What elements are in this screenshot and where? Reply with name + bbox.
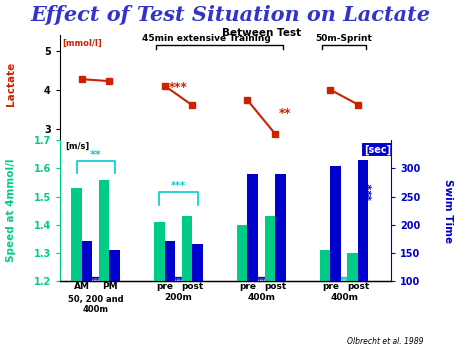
Text: 400m: 400m xyxy=(330,293,357,303)
Text: 400m: 400m xyxy=(247,293,274,303)
Bar xyxy=(274,216,285,281)
Text: 50, 200 and
400m: 50, 200 and 400m xyxy=(68,295,123,314)
Bar xyxy=(154,222,164,281)
Bar xyxy=(264,216,274,281)
Text: pre: pre xyxy=(321,282,338,291)
Text: ***: *** xyxy=(367,182,377,200)
Bar xyxy=(274,174,285,281)
Text: 200m: 200m xyxy=(164,293,192,303)
Text: post: post xyxy=(181,282,203,291)
Text: **: ** xyxy=(279,107,291,120)
Text: Between Test: Between Test xyxy=(221,28,300,38)
Text: Olbrecht et al. 1989: Olbrecht et al. 1989 xyxy=(346,337,422,346)
Bar xyxy=(319,250,330,281)
Text: Swim Time: Swim Time xyxy=(442,179,453,243)
Text: **: ** xyxy=(91,277,100,286)
Text: PM: PM xyxy=(101,282,117,291)
Text: **: ** xyxy=(90,150,101,160)
Text: post: post xyxy=(346,282,368,291)
Text: 45min extensive Training: 45min extensive Training xyxy=(141,34,270,42)
Text: Effect of Test Situation on Lactate: Effect of Test Situation on Lactate xyxy=(30,5,429,25)
Bar xyxy=(82,241,92,281)
Bar xyxy=(164,241,175,281)
Text: ***: *** xyxy=(168,81,187,94)
Text: Lactate: Lactate xyxy=(6,62,17,106)
Text: **: ** xyxy=(339,277,348,286)
Text: post: post xyxy=(263,282,285,291)
Text: 50m-Sprint: 50m-Sprint xyxy=(315,34,372,42)
Bar xyxy=(181,216,192,281)
Bar xyxy=(330,250,340,281)
Text: [m/s]: [m/s] xyxy=(65,142,90,151)
Text: pre: pre xyxy=(156,282,173,291)
Bar xyxy=(357,160,368,281)
Bar xyxy=(247,174,257,281)
Bar xyxy=(109,250,120,281)
Text: **: ** xyxy=(256,277,265,286)
Text: ***: *** xyxy=(171,181,185,191)
Bar xyxy=(236,225,247,281)
Bar xyxy=(357,253,368,281)
Bar xyxy=(99,180,109,281)
Text: pre: pre xyxy=(239,282,255,291)
Bar xyxy=(330,166,340,281)
Text: AM: AM xyxy=(74,282,90,291)
Text: [sec]: [sec] xyxy=(363,145,390,155)
Bar xyxy=(192,244,202,281)
Text: Speed at 4mmol/l: Speed at 4mmol/l xyxy=(6,159,17,262)
Bar xyxy=(71,188,82,281)
Text: **: ** xyxy=(174,277,183,286)
Bar xyxy=(347,253,357,281)
Text: [mmol/l]: [mmol/l] xyxy=(62,39,102,48)
Bar xyxy=(247,225,257,281)
